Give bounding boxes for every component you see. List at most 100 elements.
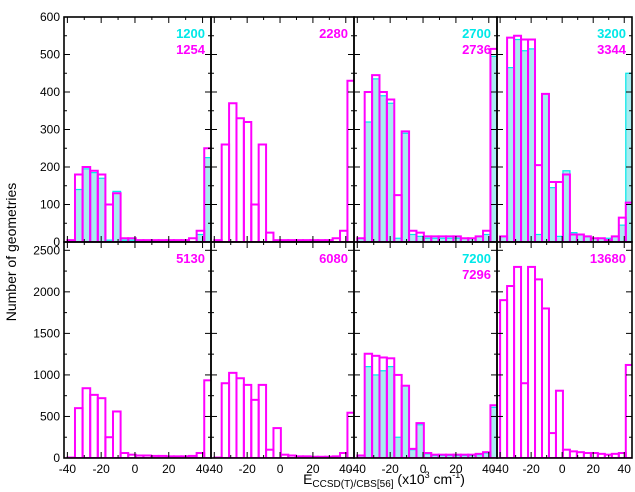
bar-cyan bbox=[506, 67, 515, 242]
bar-cyan bbox=[408, 449, 418, 458]
bar-cyan bbox=[74, 188, 84, 242]
count-label-magenta: 2736 bbox=[462, 42, 491, 57]
panel-frame bbox=[210, 16, 355, 243]
histogram-panel: 2280 bbox=[210, 16, 355, 243]
bar-magenta bbox=[220, 143, 231, 242]
bar-magenta bbox=[554, 389, 564, 458]
y-tick-label: 2000 bbox=[33, 285, 60, 299]
count-label-magenta: 13680 bbox=[590, 251, 626, 266]
x-tick-label: 20 bbox=[449, 462, 463, 476]
bar-magenta bbox=[73, 407, 84, 458]
bar-magenta bbox=[104, 436, 115, 458]
count-label-cyan: 3200 bbox=[597, 26, 626, 41]
bar-cyan bbox=[386, 102, 395, 242]
bar-magenta bbox=[112, 410, 122, 458]
bar-magenta bbox=[520, 382, 530, 458]
bar-magenta bbox=[527, 265, 537, 458]
bar-magenta bbox=[257, 383, 268, 458]
bar-magenta bbox=[506, 285, 516, 458]
histogram-panel: 5130 bbox=[63, 241, 212, 459]
y-tick-label: 2500 bbox=[33, 243, 60, 257]
bar-magenta bbox=[346, 411, 354, 458]
bar-cyan bbox=[618, 224, 627, 242]
count-label-cyan: 7200 bbox=[462, 251, 491, 266]
bar-cyan bbox=[534, 233, 543, 242]
count-label-magenta: 3344 bbox=[597, 42, 627, 57]
bar-cyan bbox=[97, 177, 106, 242]
bar-cyan bbox=[371, 374, 381, 458]
bar-magenta bbox=[228, 371, 238, 458]
count-label-magenta: 1254 bbox=[176, 42, 206, 57]
bar-magenta bbox=[250, 398, 260, 458]
bar-cyan bbox=[513, 38, 522, 242]
bar-cyan bbox=[371, 78, 381, 242]
bar-cyan bbox=[393, 436, 403, 458]
y-tick-label: 300 bbox=[40, 123, 60, 137]
bar-cyan bbox=[482, 233, 492, 242]
x-tick-label: -40 bbox=[491, 462, 509, 476]
y-tick-label: 0 bbox=[53, 235, 60, 249]
bar-magenta bbox=[346, 79, 354, 242]
x-tick-label: 40 bbox=[339, 462, 353, 476]
x-tick-label: 20 bbox=[162, 462, 176, 476]
bar-cyan bbox=[401, 132, 410, 242]
bar-magenta bbox=[339, 229, 349, 242]
bar-cyan bbox=[364, 366, 373, 458]
x-tick-label: 0 bbox=[559, 462, 566, 476]
count-label-magenta: 5130 bbox=[176, 251, 205, 266]
y-tick-label: 500 bbox=[40, 48, 60, 62]
bar-magenta bbox=[561, 448, 571, 458]
histogram-panel: 6080 bbox=[210, 241, 355, 459]
bar-magenta bbox=[561, 173, 571, 242]
bar-magenta bbox=[220, 382, 231, 458]
bars bbox=[66, 379, 211, 458]
bar-magenta bbox=[235, 377, 245, 458]
bar-magenta bbox=[489, 404, 497, 458]
count-label-cyan: 2700 bbox=[462, 26, 491, 41]
y-axis-label: Number of geometries bbox=[3, 183, 19, 322]
y-tick-label: 1500 bbox=[33, 326, 60, 340]
axis-text: -40 -20 0 20 40-40 -20 0 20 40-40 -20 0 20 40-40 -20 0… bbox=[33, 10, 631, 476]
count-label-magenta: 7296 bbox=[462, 267, 491, 282]
x-tick-label: 0 bbox=[420, 462, 427, 476]
histogram-panel: 13680 bbox=[496, 241, 633, 459]
x-tick-label: -20 bbox=[93, 462, 111, 476]
bar-magenta bbox=[554, 181, 564, 242]
bar-cyan bbox=[196, 233, 205, 242]
bar-magenta bbox=[89, 393, 99, 458]
bar-cyan bbox=[562, 170, 571, 242]
x-tick-label: 40 bbox=[618, 462, 632, 476]
bar-magenta bbox=[489, 47, 497, 242]
bar-magenta bbox=[568, 450, 578, 458]
bar-magenta bbox=[393, 194, 403, 242]
bars bbox=[356, 352, 497, 458]
y-tick-label: 100 bbox=[40, 198, 60, 212]
count-label-magenta: 2280 bbox=[319, 26, 348, 41]
bar-magenta bbox=[104, 203, 115, 242]
bar-magenta bbox=[499, 299, 509, 458]
bar-cyan bbox=[378, 95, 388, 242]
bar-magenta bbox=[385, 98, 396, 242]
bar-magenta bbox=[534, 278, 544, 458]
count-label-magenta: 6080 bbox=[319, 251, 348, 266]
bar-magenta bbox=[250, 203, 260, 242]
y-tick-label: 400 bbox=[40, 85, 60, 99]
bar-cyan bbox=[386, 366, 395, 458]
bar-magenta bbox=[541, 92, 550, 242]
bar-magenta bbox=[400, 130, 411, 242]
bar-magenta bbox=[513, 265, 523, 458]
x-tick-label: 0 bbox=[277, 462, 284, 476]
y-tick-label: 600 bbox=[40, 10, 60, 24]
x-tick-label: 0 bbox=[132, 462, 139, 476]
bar-cyan bbox=[89, 172, 99, 242]
bars bbox=[66, 147, 211, 242]
bar-magenta bbox=[235, 117, 245, 242]
x-tick-label: 40 bbox=[196, 462, 210, 476]
count-label-cyan: 1200 bbox=[176, 26, 205, 41]
bars bbox=[499, 34, 632, 242]
